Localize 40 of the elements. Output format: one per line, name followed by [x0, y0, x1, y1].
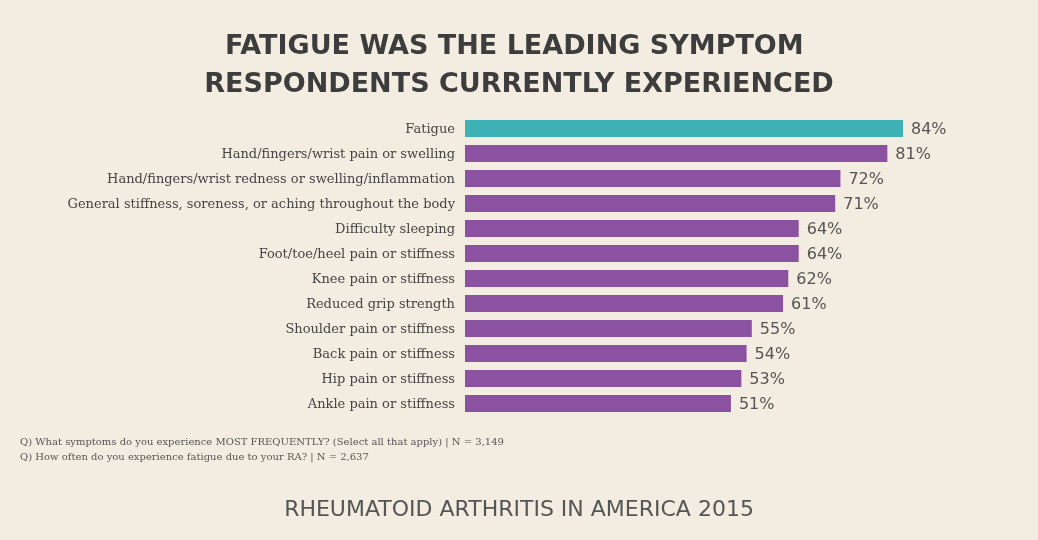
bar	[465, 270, 789, 287]
bar	[465, 195, 836, 212]
bar	[465, 395, 731, 412]
data-label: 72%	[848, 169, 884, 188]
y-tick-label: Difficulty sleeping	[335, 221, 455, 236]
data-label: 84%	[911, 119, 947, 138]
bar	[465, 345, 747, 362]
y-tick-label: Reduced grip strength	[306, 296, 456, 311]
y-tick-label: Hand/fingers/wrist redness or swelling/inflammation	[107, 171, 456, 186]
y-tick-label: Knee pain or stiffness	[311, 271, 455, 286]
y-tick-label: Hand/fingers/wrist pain or swelling	[221, 146, 455, 161]
y-tick-label: Shoulder pain or stiffness	[285, 321, 455, 336]
text: Q) How often do you experience fatigue due to your RA? | N = 2,637	[20, 450, 369, 463]
data-label: 54%	[754, 344, 791, 363]
data-label: 55%	[759, 319, 796, 338]
y-tick-label: Fatigue	[405, 121, 456, 136]
y-tick-label: General stiffness, soreness, or aching throughout the body	[67, 196, 456, 211]
bar	[465, 145, 888, 162]
text: Q) What symptoms do you experience MOST FREQUENTLY? (Select all that apply) | N = 3,149	[20, 435, 504, 448]
data-label: 62%	[796, 269, 832, 288]
y-tick-label: Back pain or stiffness	[312, 346, 455, 361]
bar	[465, 370, 742, 387]
data-label: 53%	[749, 369, 785, 388]
chart-title: FATIGUE WAS THE LEADING SYMPTOM RESPONDENTS CURRENTLY EXPERIENCED	[204, 28, 834, 98]
data-label: 64%	[806, 219, 843, 238]
data-label: 61%	[791, 294, 827, 313]
bar	[465, 295, 784, 312]
y-tick-label: Ankle pain or stiffness	[306, 396, 455, 411]
data-label: 81%	[895, 144, 931, 163]
bar	[465, 245, 799, 262]
bar	[465, 170, 841, 187]
text: RHEUMATOID ARTHRITIS IN AMERICA 2015	[284, 495, 754, 521]
bar	[465, 120, 903, 137]
y-tick-label: Hip pain or stiffness	[321, 371, 455, 386]
y-tick-label: Foot/toe/heel pain or stiffness	[258, 246, 455, 261]
data-label: 71%	[843, 194, 879, 213]
bar	[465, 220, 799, 237]
data-label: 51%	[738, 394, 775, 413]
bar	[465, 320, 752, 337]
data-label: 64%	[806, 244, 843, 263]
